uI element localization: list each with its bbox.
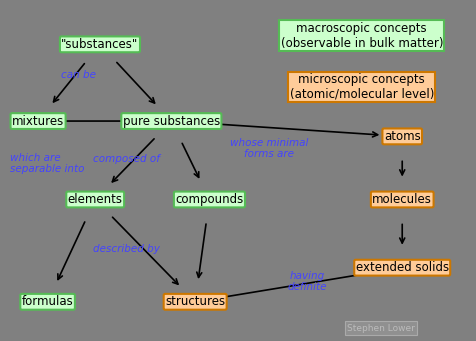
Text: atoms: atoms	[384, 130, 421, 143]
Text: pure substances: pure substances	[123, 115, 220, 128]
Text: "substances": "substances"	[61, 38, 139, 51]
Text: elements: elements	[68, 193, 123, 206]
Text: macroscopic concepts
(observable in bulk matter): macroscopic concepts (observable in bulk…	[280, 22, 443, 50]
Text: described by: described by	[93, 244, 159, 254]
Text: mixtures: mixtures	[12, 115, 64, 128]
Text: formulas: formulas	[22, 295, 73, 308]
Text: can be: can be	[61, 70, 96, 80]
Text: which are
separable into: which are separable into	[10, 153, 85, 175]
Text: having
definite: having definite	[288, 270, 327, 292]
Text: Stephen Lower: Stephen Lower	[347, 324, 415, 332]
Text: microscopic concepts
(atomic/molecular level): microscopic concepts (atomic/molecular l…	[289, 73, 434, 101]
Text: compounds: compounds	[175, 193, 244, 206]
Text: composed of: composed of	[93, 153, 159, 164]
Text: extended solids: extended solids	[356, 261, 449, 274]
Text: whose minimal
forms are: whose minimal forms are	[230, 137, 308, 159]
Text: structures: structures	[165, 295, 225, 308]
Text: molecules: molecules	[372, 193, 432, 206]
